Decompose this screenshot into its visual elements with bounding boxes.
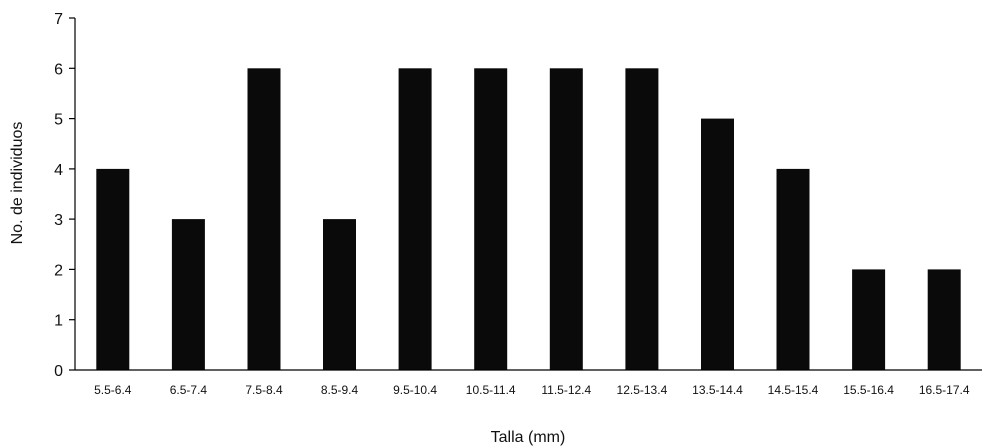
y-tick-label: 0 <box>54 363 63 380</box>
y-tick-label: 6 <box>54 61 63 78</box>
bar-6.5-7.4 <box>171 219 205 370</box>
x-tick-label: 5.5-6.4 <box>94 383 132 397</box>
y-tick-label: 7 <box>54 11 63 28</box>
bar-16.5-17.4 <box>927 269 961 370</box>
y-tick-label: 2 <box>54 262 63 279</box>
bar-5.5-6.4 <box>96 168 130 370</box>
bar-12.5-13.4 <box>625 68 659 371</box>
x-tick-label: 8.5-9.4 <box>321 383 359 397</box>
x-tick-label: 12.5-13.4 <box>617 383 668 397</box>
y-ticks-group: 0 1 2 3 4 5 6 7 <box>54 11 75 380</box>
bar-8.5-9.4 <box>323 219 356 370</box>
bar-10.5-11.4 <box>474 68 508 371</box>
x-tick-label: 7.5-8.4 <box>245 383 283 397</box>
bar-13.5-14.4 <box>701 118 734 370</box>
bar-11.5-12.4 <box>549 68 583 371</box>
x-tick-label: 6.5-7.4 <box>170 383 208 397</box>
bar-15.5-16.4 <box>852 269 886 370</box>
x-tick-label: 9.5-10.4 <box>393 383 437 397</box>
bar-7.5-8.4 <box>247 68 281 371</box>
x-tick-label: 10.5-11.4 <box>466 383 516 397</box>
y-axis-title: No. de individuos <box>9 122 26 245</box>
bar-9.5-10.4 <box>398 68 432 371</box>
y-tick-label: 1 <box>54 313 63 330</box>
x-axis-title: Talla (mm) <box>491 429 566 446</box>
bar-14.5-15.4 <box>776 168 810 370</box>
y-tick-label: 3 <box>54 212 63 229</box>
y-tick-label: 5 <box>54 112 63 129</box>
x-tick-label: 16.5-17.4 <box>919 383 970 397</box>
x-ticks-group: 5.5-6.4 6.5-7.4 7.5-8.4 8.5-9.4 9.5-10.4 10.5… <box>94 383 970 397</box>
x-tick-label: 15.5-16.4 <box>843 383 894 397</box>
bars-group <box>96 68 961 371</box>
x-tick-label: 11.5-12.4 <box>541 383 591 397</box>
x-tick-label: 13.5-14.4 <box>692 383 743 397</box>
x-tick-label: 14.5-15.4 <box>768 383 819 397</box>
y-tick-label: 4 <box>54 162 63 179</box>
